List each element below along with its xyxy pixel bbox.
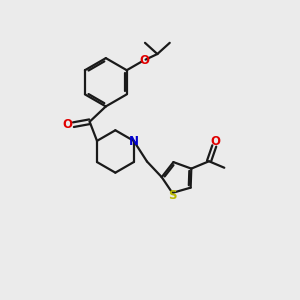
Text: N: N [129,135,139,148]
Text: O: O [63,118,73,131]
Text: O: O [139,54,149,67]
Text: O: O [211,135,220,148]
Text: S: S [168,189,177,202]
